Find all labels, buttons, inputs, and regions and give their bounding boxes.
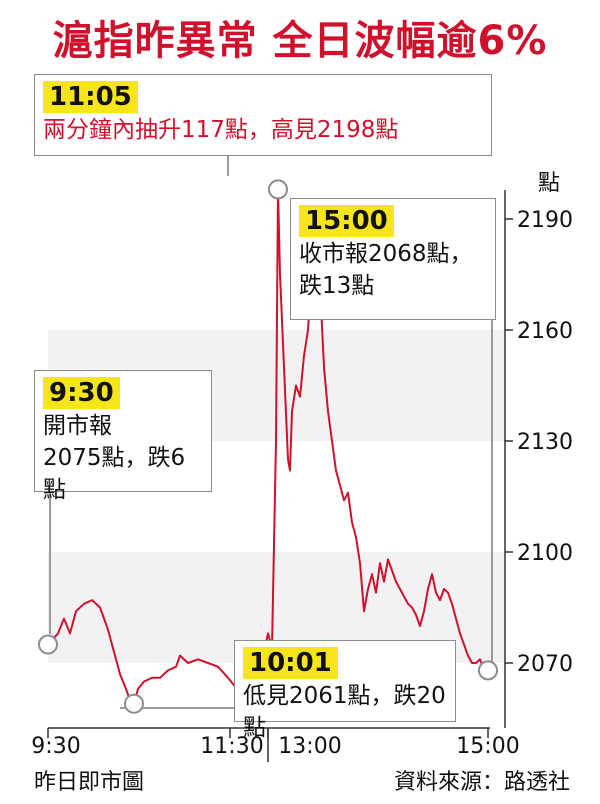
y-tick-label: 2070 <box>517 652 573 677</box>
annotation-marker <box>124 693 144 714</box>
y-tick-label: 2130 <box>517 430 573 455</box>
x-tick-label: 11:30 <box>200 734 263 759</box>
x-tick-label: 15:00 <box>456 734 519 759</box>
chart-title: 滬指昨異常 全日波幅逾6% <box>52 18 548 64</box>
y-tick-label: 2100 <box>517 541 573 566</box>
annotation-marker <box>268 179 288 200</box>
y-tick-label: 2190 <box>517 208 573 233</box>
annotation-time: 11:05 <box>43 81 138 113</box>
annotation-time: 10:01 <box>243 647 338 679</box>
y-unit-label: 點 <box>538 171 560 196</box>
annotation-text: 低見2061點，跌20點 <box>243 683 446 741</box>
annotation-time: 15:00 <box>299 205 394 237</box>
annotation-time: 9:30 <box>43 377 120 409</box>
annotation-text: 開市報 2075點，跌6點 <box>43 413 186 503</box>
chart-subtitle: 昨日即市圖 <box>34 770 145 795</box>
annotation-1500: 15:00 收市報2068點， 跌13點 <box>290 198 496 320</box>
annotation-text: 兩分鐘內抽升117點，高見2198點 <box>43 117 399 143</box>
y-tick-label: 2160 <box>517 319 573 344</box>
annotation-marker <box>38 634 58 655</box>
annotation-marker <box>478 660 498 681</box>
annotation-0930: 9:30 開市報 2075點，跌6點 <box>34 370 212 503</box>
data-source: 資料來源：路透社 <box>393 770 570 795</box>
annotation-text: 收市報2068點， 跌13點 <box>299 241 473 299</box>
x-tick-label: 9:30 <box>31 734 80 759</box>
annotation-1001: 10:01 低見2061點，跌20點 <box>234 640 456 741</box>
annotation-1105: 11:05 兩分鐘內抽升117點，高見2198點 <box>34 74 492 156</box>
x-tick-label: 13:00 <box>278 734 341 759</box>
